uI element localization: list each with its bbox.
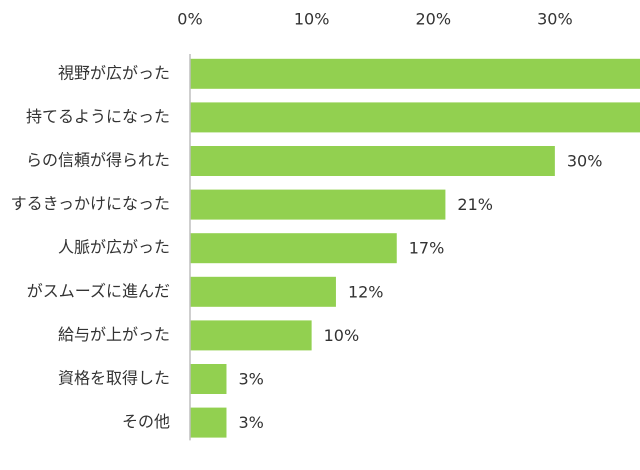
category-label: 持てるようになった: [26, 107, 170, 126]
value-label: 10%: [324, 326, 360, 345]
bar: [190, 364, 227, 394]
category-label: するきっかけになった: [11, 194, 170, 213]
bar: [190, 189, 446, 220]
value-label: 3%: [238, 413, 263, 432]
category-label: らの信頼が得られた: [26, 151, 170, 170]
category-label: 視野が広がった: [58, 63, 170, 82]
x-tick-label: 10%: [294, 10, 330, 29]
value-label: 30%: [567, 152, 603, 171]
x-tick-label: 0%: [177, 10, 202, 29]
x-tick-label: 20%: [415, 10, 451, 29]
bar: [190, 407, 227, 438]
bar: [190, 320, 312, 351]
bar: [190, 276, 336, 307]
bar: [190, 58, 640, 89]
category-label: その他: [122, 412, 170, 431]
bar: [190, 146, 555, 176]
value-label: 17%: [409, 239, 445, 258]
value-label: 12%: [348, 282, 384, 301]
category-label: 資格を取得した: [58, 369, 170, 388]
bar: [190, 102, 640, 133]
value-label: 21%: [457, 195, 493, 214]
bar: [190, 233, 397, 264]
x-tick-label: 30%: [537, 10, 573, 29]
category-label: 給与が上がった: [58, 325, 170, 344]
value-label: 3%: [238, 370, 263, 389]
category-label: がスムーズに進んだ: [27, 281, 170, 300]
category-label: 人脈が広がった: [58, 238, 170, 257]
